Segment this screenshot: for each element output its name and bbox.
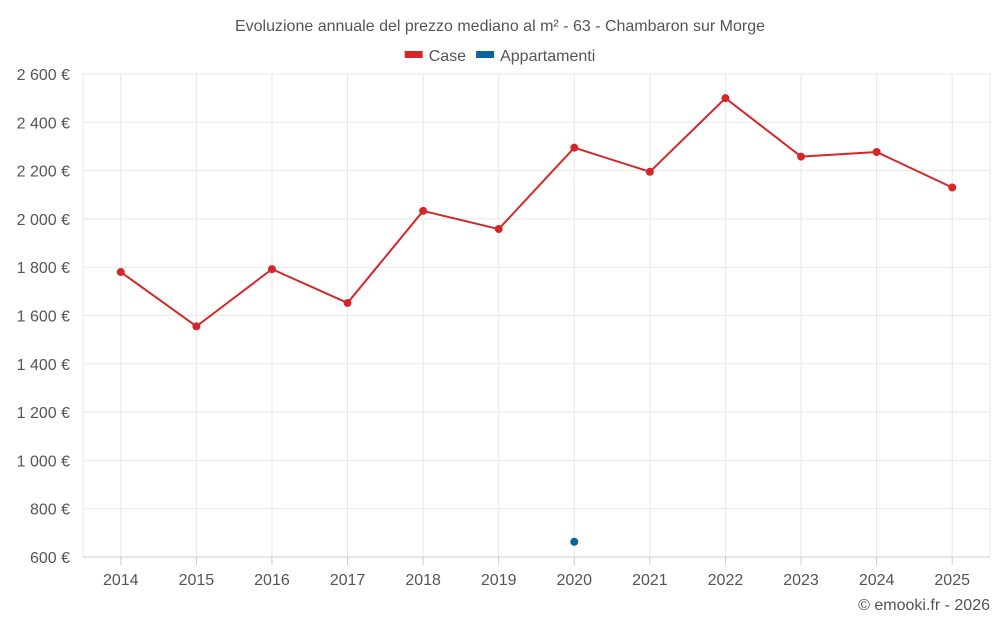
x-tick-label: 2025 [934, 572, 970, 589]
y-tick-label: 2 000 € [17, 212, 70, 229]
data-point-case[interactable] [494, 225, 503, 234]
data-point-case[interactable] [872, 148, 881, 157]
x-tick-label: 2022 [708, 572, 744, 589]
y-tick-label: 1 400 € [17, 357, 70, 374]
legend-item-appartamenti[interactable]: Appartamenti [476, 48, 595, 65]
data-point-case[interactable] [645, 167, 654, 176]
x-axis: 2014 2015 2016 2017 2018 2019 2020 2021 2022 2023… [103, 557, 970, 589]
data-point-case[interactable] [797, 152, 806, 161]
legend-label: Appartamenti [500, 48, 595, 65]
legend: Case Appartamenti [404, 48, 595, 65]
credit-text: © emooki.fr - 2026 [858, 597, 990, 614]
x-tick-label: 2015 [179, 572, 215, 589]
y-tick-label: 1 600 € [17, 309, 70, 326]
data-point-case[interactable] [721, 94, 730, 103]
data-point-appartamenti[interactable] [570, 537, 579, 546]
y-tick-label: 1 800 € [17, 260, 70, 277]
y-tick-label: 2 200 € [17, 164, 70, 181]
series-case [116, 94, 957, 331]
y-tick-label: 800 € [30, 502, 70, 519]
data-point-case[interactable] [343, 298, 352, 307]
data-point-case[interactable] [116, 268, 125, 277]
y-axis: 600 € 800 € 1 000 € 1 200 € 1 400 € 1 600 € 1 … [17, 67, 70, 567]
x-tick-label: 2020 [556, 572, 592, 589]
data-point-case[interactable] [570, 143, 579, 152]
grid [82, 73, 991, 558]
y-tick-label: 2 400 € [17, 115, 70, 132]
legend-swatch [476, 51, 495, 58]
x-tick-label: 2014 [103, 572, 139, 589]
series-layer [116, 94, 957, 546]
x-tick-label: 2024 [859, 572, 895, 589]
y-tick-label: 2 600 € [17, 67, 70, 84]
data-point-case[interactable] [267, 265, 276, 274]
x-tick-label: 2019 [481, 572, 517, 589]
chart-title: Evoluzione annuale del prezzo mediano al… [235, 18, 765, 35]
legend-swatch [404, 51, 423, 58]
y-tick-label: 1 200 € [17, 405, 70, 422]
x-tick-label: 2021 [632, 572, 668, 589]
data-point-case[interactable] [948, 183, 957, 192]
legend-item-case[interactable]: Case [404, 48, 466, 65]
x-tick-label: 2018 [405, 572, 441, 589]
x-tick-label: 2017 [330, 572, 366, 589]
y-tick-label: 600 € [30, 550, 70, 567]
series-appartamenti [570, 537, 579, 546]
data-point-case[interactable] [192, 322, 201, 331]
x-tick-label: 2023 [783, 572, 819, 589]
x-tick-label: 2016 [254, 572, 290, 589]
legend-label: Case [429, 48, 466, 65]
series-line-case [120, 97, 953, 328]
data-point-case[interactable] [419, 206, 428, 215]
y-tick-label: 1 000 € [17, 453, 70, 470]
